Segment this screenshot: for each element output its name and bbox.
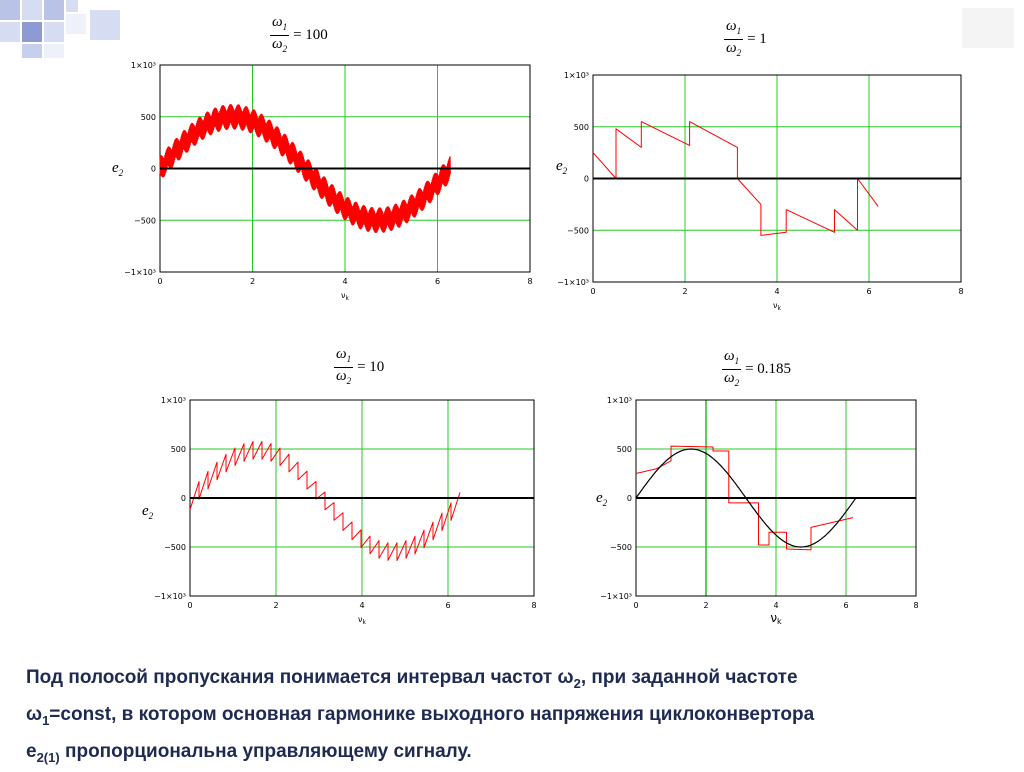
- y-tick-label: 1×10³: [564, 71, 589, 80]
- x-tick-label: 2: [273, 601, 278, 610]
- charts-canvas: 0 2 4 6 8 −1×10³ −500 0 500 1×10³ e2 νk 0 2 4 6 8 −1×10³ −…: [112, 61, 964, 626]
- x-tick-label: 0: [633, 601, 638, 610]
- y-tick-label: −1×10³: [600, 592, 632, 601]
- y-tick-label: −500: [610, 543, 632, 552]
- series-line: [635, 445, 854, 551]
- y-axis-label: e2: [112, 160, 124, 178]
- x-axis-label: νk: [341, 291, 349, 302]
- y-tick-label: 0: [151, 165, 156, 174]
- x-axis-label-sub: k: [362, 619, 366, 626]
- series-line: [592, 121, 879, 236]
- x-axis-label-sub: k: [777, 617, 782, 626]
- y-axis-label-sub: 2: [563, 166, 568, 176]
- chart-3: 0 2 4 6 8 −1×10³ −500 0 500 1×10³ e2 νk: [142, 396, 537, 626]
- y-axis-label-sub: 2: [149, 511, 154, 521]
- y-tick-label: 500: [141, 113, 156, 122]
- y-tick-label: −1×10³: [124, 268, 156, 277]
- x-axis-label: νk: [773, 301, 781, 312]
- caption-line-3: e2(1) пропорциональна управляющему сигна…: [26, 740, 472, 765]
- caption-line-1: Под полосой пропускания понимается интер…: [26, 667, 798, 691]
- x-tick-label: 4: [773, 601, 778, 610]
- x-axis-label-sub: k: [777, 305, 781, 312]
- x-tick-label: 2: [682, 287, 687, 296]
- x-axis-label-sub: k: [345, 295, 349, 302]
- ratio-formula-2: ω1 ω2 = 1: [724, 18, 767, 58]
- y-tick-label: 0: [627, 494, 632, 503]
- y-tick-label: 0: [584, 175, 589, 184]
- y-tick-label: −1×10³: [154, 592, 186, 601]
- y-tick-label: −1×10³: [557, 278, 589, 287]
- caption-line-2: ω1=const, в котором основная гармонике в…: [26, 703, 815, 728]
- y-tick-label: 500: [171, 445, 186, 454]
- y-axis-label: e2: [142, 503, 154, 521]
- x-tick-label: 0: [590, 287, 595, 296]
- y-tick-label: 500: [574, 123, 589, 132]
- x-tick-label: 8: [913, 601, 918, 610]
- decorative-square-right: [962, 8, 1014, 48]
- x-tick-label: 0: [157, 277, 162, 286]
- caption-text: Под полосой пропускания понимается интер…: [26, 662, 1006, 772]
- series-line: [189, 440, 461, 561]
- x-tick-label: 8: [958, 287, 963, 296]
- x-axis-label: νk: [770, 611, 782, 626]
- y-tick-label: 1×10³: [131, 61, 156, 70]
- y-axis-label-sub: 2: [603, 498, 608, 508]
- y-tick-label: 1×10³: [607, 396, 632, 405]
- x-tick-label: 4: [359, 601, 364, 610]
- ratio-formula-3: ω1 ω2 = 10: [334, 346, 385, 386]
- chart-4: 0 2 4 6 8 −1×10³ −500 0 500 1×10³ e2 νk: [596, 396, 919, 626]
- x-axis-label: νk: [358, 615, 366, 626]
- x-tick-label: 6: [843, 601, 848, 610]
- y-tick-label: −500: [134, 216, 156, 225]
- x-tick-label: 2: [703, 601, 708, 610]
- chart-2: 0 2 4 6 8 −1×10³ −500 0 500 1×10³ e2 νk: [556, 71, 964, 312]
- y-tick-label: 500: [617, 445, 632, 454]
- x-tick-label: 2: [250, 277, 255, 286]
- y-axis-label: e2: [556, 158, 568, 176]
- y-axis-label: e2: [596, 490, 608, 508]
- x-tick-label: 4: [342, 277, 347, 286]
- series-line: [159, 103, 451, 234]
- x-tick-label: 8: [527, 277, 532, 286]
- x-tick-label: 6: [866, 287, 871, 296]
- y-tick-label: −500: [164, 543, 186, 552]
- x-tick-label: 0: [187, 601, 192, 610]
- x-tick-label: 8: [531, 601, 536, 610]
- decorative-squares: [0, 0, 130, 60]
- y-tick-label: 1×10³: [161, 396, 186, 405]
- y-tick-label: 0: [181, 494, 186, 503]
- x-tick-label: 4: [774, 287, 779, 296]
- y-axis-label-sub: 2: [119, 168, 124, 178]
- chart-1: 0 2 4 6 8 −1×10³ −500 0 500 1×10³ e2 νk: [112, 61, 533, 302]
- x-tick-label: 6: [445, 601, 450, 610]
- ratio-formula-4: ω1 ω2 = 0.185: [722, 348, 792, 388]
- x-tick-label: 6: [435, 277, 440, 286]
- y-tick-label: −500: [567, 226, 589, 235]
- ratio-formula-1: ω1 ω2 = 100: [270, 14, 328, 54]
